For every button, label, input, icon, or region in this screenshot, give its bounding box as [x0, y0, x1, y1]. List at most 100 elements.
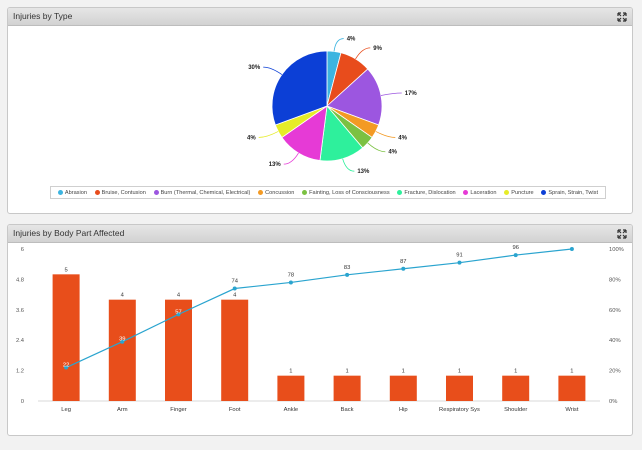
line-point-5[interactable]	[345, 272, 350, 277]
line-point-4[interactable]	[288, 280, 293, 285]
panel-header: Injuries by Type	[8, 8, 632, 26]
line-point-3[interactable]	[232, 286, 237, 291]
line-point-0[interactable]	[64, 365, 69, 370]
y-right-tick-label: 60%	[609, 308, 621, 314]
bar-value-label: 5	[64, 267, 67, 273]
bar-8[interactable]	[502, 375, 530, 401]
bar-value-label: 1	[458, 369, 461, 375]
bar-value-label: 4	[233, 293, 237, 299]
legend-item-0[interactable]: Abrasion	[57, 189, 87, 196]
pie-data-label-7: 4%	[247, 135, 256, 141]
pie-data-label-1: 9%	[373, 46, 382, 52]
bar-value-label: 1	[570, 369, 573, 375]
line-point-6[interactable]	[401, 266, 406, 271]
pie-data-label-3: 4%	[398, 135, 407, 141]
pie-data-label-2: 17%	[405, 91, 418, 97]
bar-6[interactable]	[389, 375, 417, 401]
bar-chart: 01.22.43.64.860%20%40%60%80%100%5Leg4Arm…	[16, 243, 624, 413]
x-tick-label: Foot	[229, 407, 241, 413]
line-value-label: 83	[344, 265, 350, 271]
bar-value-label: 4	[121, 293, 125, 299]
injuries-by-body-part-panel: Injuries by Body Part Affected 0 1.2 2.4 3.…	[7, 224, 633, 436]
line-value-label: 74	[231, 279, 238, 285]
pie-connector-5	[342, 158, 355, 172]
x-tick-label: Arm	[117, 407, 128, 413]
y-right-tick-label: 80%	[609, 277, 621, 283]
pie-data-label-4: 4%	[388, 150, 397, 156]
x-tick-label: Wrist	[565, 407, 578, 413]
line-point-9[interactable]	[569, 247, 574, 251]
bar-4[interactable]	[277, 375, 305, 401]
pie-connector-7	[258, 131, 279, 138]
bar-3[interactable]	[221, 299, 249, 401]
bar-value-label: 4	[177, 293, 181, 299]
y-left-tick-label: 0	[21, 399, 24, 405]
legend-item-8[interactable]: Sprain, Strain, Twist	[541, 190, 598, 196]
bar-2[interactable]	[165, 299, 192, 401]
pie-legend: Abrasion Bruise, Contusion Burn (Thermal, …	[50, 186, 606, 199]
injuries-by-type-panel: Injuries by Type 4% 9% 17% 4% 4% 13% 13% 4% 30% …	[7, 7, 633, 214]
legend-marker	[153, 190, 159, 195]
y-left-tick-label: 6	[21, 247, 24, 253]
x-tick-label: Ankle	[284, 407, 299, 413]
legend-label: Laceration	[470, 189, 497, 196]
x-tick-label: Shoulder	[504, 407, 527, 413]
pie-data-label-5: 13%	[357, 169, 370, 175]
line-value-label: 91	[456, 253, 462, 259]
cumulative-line	[65, 248, 572, 369]
y-left-tick-label: 2.4	[16, 338, 25, 344]
bar-value-label: 1	[402, 369, 405, 375]
panel-title: Injuries by Body Part Affected	[13, 228, 125, 238]
line-value-label: 87	[400, 259, 406, 265]
bar-7[interactable]	[446, 375, 473, 401]
legend-item-1[interactable]: Bruise, Contusion	[94, 189, 146, 196]
legend-marker	[302, 190, 308, 195]
legend-item-5[interactable]: Fracture, Dislocation	[397, 189, 456, 196]
legend-marker	[57, 190, 63, 195]
bar-value-label: 1	[289, 369, 292, 375]
line-value-label: 78	[288, 272, 294, 278]
line-point-2[interactable]	[176, 312, 181, 317]
line-value-label: 39	[119, 337, 125, 343]
bar-value-label: 1	[514, 369, 517, 375]
bar-1[interactable]	[108, 299, 136, 401]
line-point-7[interactable]	[457, 260, 462, 265]
legend-item-6[interactable]: Laceration	[463, 189, 497, 196]
pie-data-label-0: 4%	[347, 37, 356, 43]
legend-label: Puncture	[511, 189, 534, 196]
legend-marker	[541, 190, 547, 195]
line-value-label: 96	[512, 245, 518, 251]
legend-item-2[interactable]: Burn (Thermal, Chemical, Electrical)	[153, 190, 250, 196]
legend-label: Fainting, Loss of Consciousness	[309, 189, 390, 196]
pie-connector-2	[380, 92, 402, 96]
bar-9[interactable]	[558, 375, 586, 401]
legend-marker	[397, 190, 403, 195]
pie-connector-8	[263, 66, 283, 75]
expand-icon[interactable]	[617, 12, 627, 22]
x-tick-label: Respiratory Sys	[439, 407, 480, 413]
bar-value-label: 1	[345, 369, 348, 375]
legend-item-3[interactable]: Concussion	[258, 190, 294, 196]
line-point-1[interactable]	[120, 339, 125, 344]
bar-5[interactable]	[333, 375, 361, 401]
x-tick-label: Hip	[399, 407, 408, 413]
expand-icon[interactable]	[617, 229, 627, 239]
line-value-label: 57	[175, 309, 181, 315]
bar-0[interactable]	[52, 274, 80, 401]
line-point-8[interactable]	[513, 253, 518, 258]
legend-marker	[94, 190, 100, 195]
pie-chart: 4% 9% 17% 4% 4% 13% 13% 4% 30%	[247, 37, 418, 176]
legend-label: Bruise, Contusion	[101, 189, 146, 196]
pie-connector-6	[283, 152, 299, 165]
y-right-tick-label: 0%	[609, 399, 617, 405]
legend-item-4[interactable]: Fainting, Loss of Consciousness	[302, 190, 390, 196]
legend-label: Fracture, Dislocation	[404, 189, 456, 196]
pie-data-label-6: 13%	[269, 162, 282, 168]
pie-connector-1	[355, 47, 371, 60]
x-tick-label: Finger	[170, 407, 187, 413]
legend-label: Abrasion	[64, 189, 87, 196]
legend-marker	[258, 190, 264, 195]
legend-item-7[interactable]: Puncture	[504, 189, 534, 196]
pie-connector-0	[333, 38, 344, 52]
y-right-tick-label: 20%	[609, 369, 621, 375]
